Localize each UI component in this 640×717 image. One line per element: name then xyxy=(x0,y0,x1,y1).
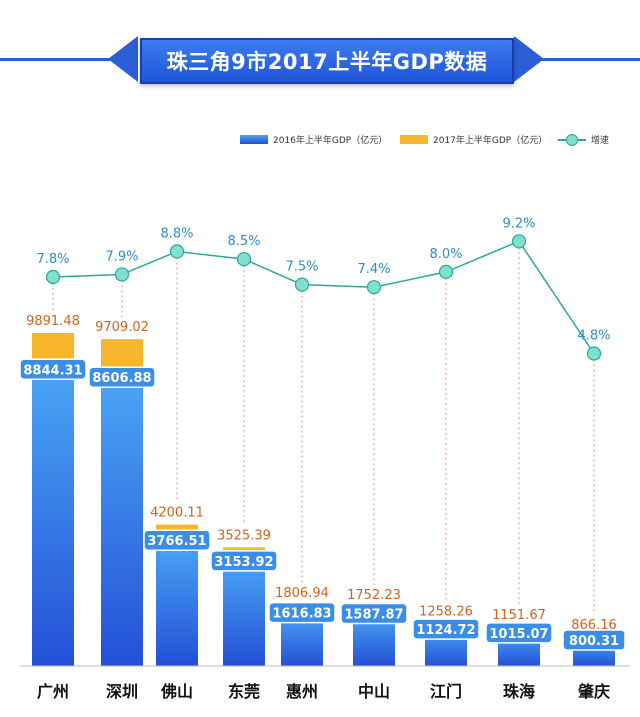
legend-swatch-rate xyxy=(558,133,586,146)
label-2016-5: 1587.87 xyxy=(344,608,403,623)
label-2017-4: 1806.94 xyxy=(275,586,329,601)
label-2016-6: 1124.72 xyxy=(416,623,475,638)
category-label-0: 广州 xyxy=(37,682,69,701)
chart-legend: 2016年上半年GDP（亿元） 2017年上半年GDP（亿元） 增速 xyxy=(240,133,640,149)
rate-label-2: 8.8% xyxy=(160,227,193,242)
category-label-1: 深圳 xyxy=(106,682,138,701)
rate-point-2 xyxy=(169,244,185,259)
rate-point-1 xyxy=(114,267,130,282)
legend-label-rate: 增速 xyxy=(591,136,610,146)
label-2017-8: 866.16 xyxy=(571,618,617,633)
label-2016-0: 8844.31 xyxy=(23,363,82,378)
bar-2016-1 xyxy=(101,376,143,666)
banner-rule-right xyxy=(530,58,640,61)
label-2017-5: 1752.23 xyxy=(347,588,401,603)
label-2016-2: 3766.51 xyxy=(147,534,206,549)
label-box-2016-4 xyxy=(268,601,336,624)
rate-point-8 xyxy=(586,346,602,361)
label-box-2016-7 xyxy=(485,622,553,644)
legend-item-2016: 2016年上半年GDP（亿元） xyxy=(240,133,387,146)
rate-point-0 xyxy=(45,269,61,285)
bar-2016-0 xyxy=(32,368,74,666)
label-box-2016-1 xyxy=(88,366,156,388)
label-box-2016-3 xyxy=(210,550,278,572)
category-label-3: 东莞 xyxy=(228,682,260,701)
label-box-2016-0 xyxy=(19,358,87,381)
banner-left-chevron xyxy=(108,36,138,82)
category-label-8: 肇庆 xyxy=(577,682,610,701)
rate-label-7: 9.2% xyxy=(502,216,535,231)
chart-title: 珠三角9市2017上半年GDP数据 xyxy=(140,38,514,84)
rate-point-3 xyxy=(236,252,252,267)
legend-label-2017: 2017年上半年GDP（亿元） xyxy=(433,136,548,146)
banner-rule-left xyxy=(0,58,120,61)
banner-right-chevron xyxy=(514,36,544,82)
category-label-7: 珠海 xyxy=(503,682,535,701)
legend-swatch-2017 xyxy=(400,135,428,144)
rate-label-3: 8.5% xyxy=(227,234,260,249)
bar-2016-2 xyxy=(156,539,198,666)
label-2017-1: 9709.02 xyxy=(95,320,149,335)
category-label-5: 中山 xyxy=(358,682,390,701)
rate-label-4: 7.5% xyxy=(285,260,318,275)
rate-point-6 xyxy=(438,264,454,279)
label-box-2016-5 xyxy=(340,602,408,625)
category-label-6: 江门 xyxy=(430,682,462,701)
rate-point-7 xyxy=(511,234,527,249)
label-2017-6: 1258.26 xyxy=(419,605,473,620)
label-2017-3: 3525.39 xyxy=(217,528,271,543)
rate-label-5: 7.4% xyxy=(357,262,390,277)
rate-label-8: 4.8% xyxy=(577,329,610,344)
label-2017-2: 4200.11 xyxy=(150,506,204,521)
rate-label-0: 7.8% xyxy=(36,252,69,267)
label-2016-1: 8606.88 xyxy=(92,371,151,386)
rate-point-4 xyxy=(294,277,310,292)
label-2017-7: 1151.67 xyxy=(492,608,546,623)
label-2016-3: 3153.92 xyxy=(214,555,273,570)
label-2016-4: 1616.83 xyxy=(272,607,331,622)
label-box-2016-6 xyxy=(412,618,480,640)
rate-label-1: 7.9% xyxy=(105,249,138,264)
label-box-2016-8 xyxy=(562,629,626,651)
label-2017-0: 9891.48 xyxy=(26,314,80,329)
bar-2016-3 xyxy=(223,559,265,666)
category-label-2: 佛山 xyxy=(160,682,193,701)
legend-swatch-2016 xyxy=(240,135,268,144)
label-2016-8: 800.31 xyxy=(569,634,619,649)
label-box-2016-2 xyxy=(143,529,211,551)
label-2016-7: 1015.07 xyxy=(489,627,548,642)
category-label-4: 惠州 xyxy=(286,682,318,701)
legend-item-2017: 2017年上半年GDP（亿元） xyxy=(400,133,547,146)
rate-label-6: 8.0% xyxy=(429,247,462,262)
legend-label-2016: 2016年上半年GDP（亿元） xyxy=(273,136,388,146)
legend-item-rate: 增速 xyxy=(558,133,609,146)
rate-point-5 xyxy=(366,280,382,295)
